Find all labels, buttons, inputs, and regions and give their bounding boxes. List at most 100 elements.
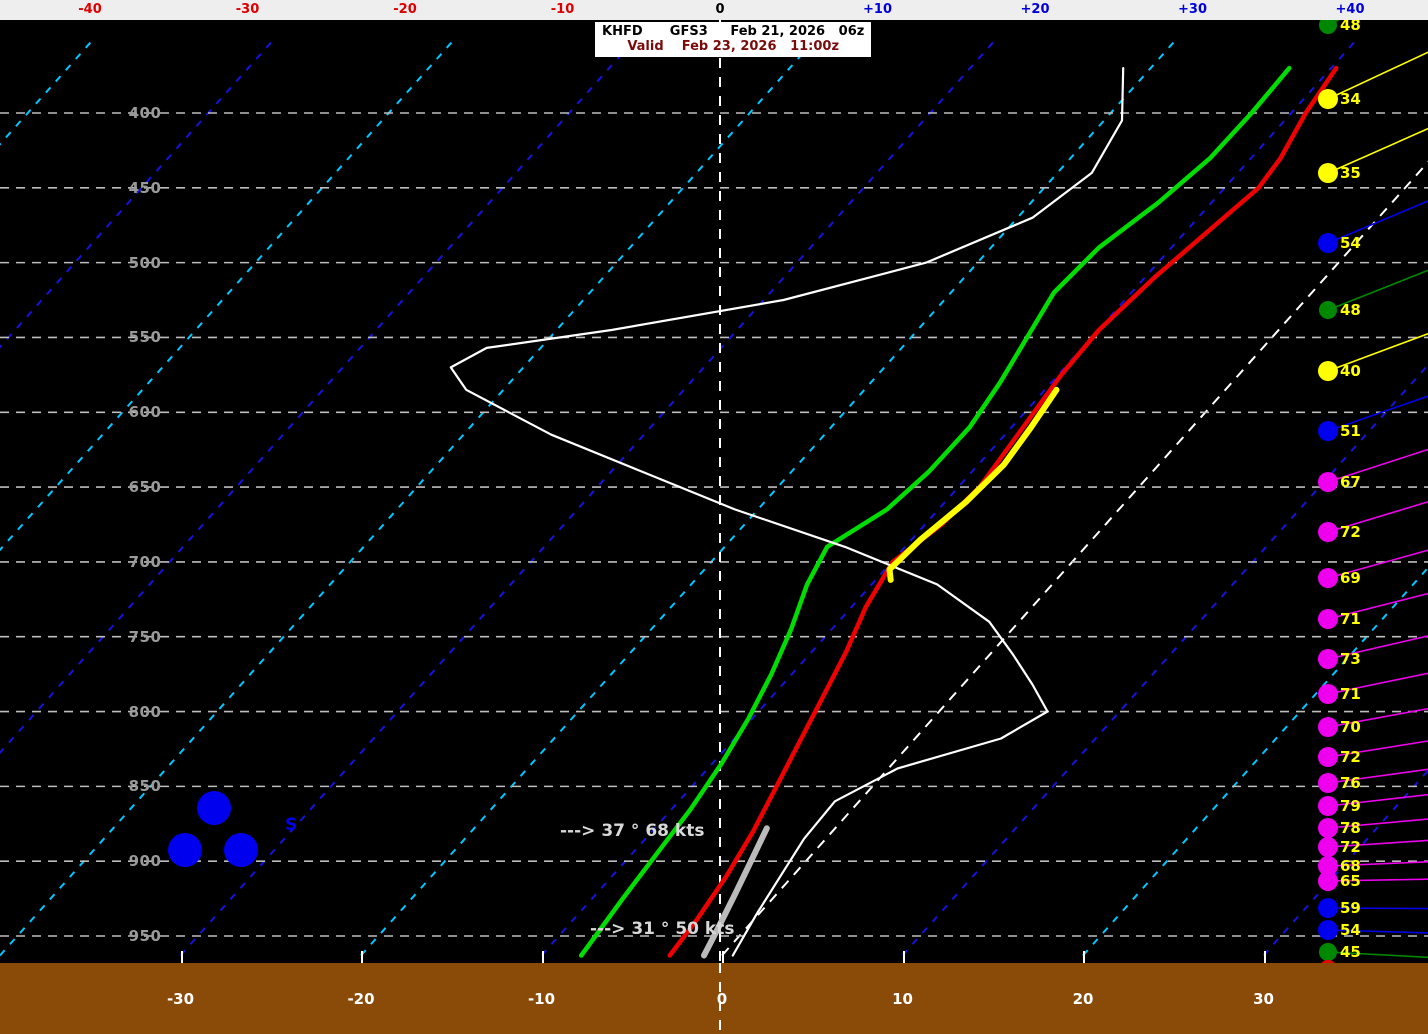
wind-ray-15 xyxy=(1327,768,1428,784)
isotherm-0 xyxy=(721,160,1428,957)
wind-dot-18 xyxy=(1318,837,1338,857)
sounding-curves xyxy=(449,65,1339,959)
bottom-axis-tick-6: 30 xyxy=(1253,990,1274,1008)
wind-ray-11 xyxy=(1327,635,1428,660)
wind-ray-4 xyxy=(1327,269,1428,311)
isotherm--70 xyxy=(0,37,276,349)
wind-dot-12 xyxy=(1318,684,1338,704)
title-box: KHFD GFS3 Feb 21, 2026 06z Valid Feb 23,… xyxy=(595,22,872,57)
wind-speed-label-0: 48 xyxy=(1340,16,1361,34)
bottom-axis-tick-4: 10 xyxy=(892,990,913,1008)
pressure-label-950: 950 xyxy=(128,927,162,945)
wind-speed-label-23: 45 xyxy=(1340,943,1361,961)
cluster-marker-0 xyxy=(197,791,231,825)
wind-ray-3 xyxy=(1327,200,1428,244)
isotherm--20 xyxy=(360,37,1179,957)
title-run-line: KHFD GFS3 Feb 21, 2026 06z xyxy=(602,24,865,39)
wind-ray-7 xyxy=(1327,448,1428,483)
pressure-label-400: 400 xyxy=(128,104,162,122)
wind-speed-label-21: 59 xyxy=(1340,899,1361,917)
wind-speed-label-14: 72 xyxy=(1340,748,1361,766)
wind-speed-label-4: 48 xyxy=(1340,301,1361,319)
wind-dot-21 xyxy=(1318,898,1338,918)
wind-ray-5 xyxy=(1327,332,1428,372)
curve-parcel-descent-trace xyxy=(701,825,770,959)
isotherm--40 xyxy=(0,37,818,957)
wind-speed-label-6: 51 xyxy=(1340,422,1361,440)
wind-dot-17 xyxy=(1318,818,1338,838)
wind-speed-label-2: 35 xyxy=(1340,164,1361,182)
wind-ray-19 xyxy=(1327,861,1428,867)
wind-dot-20 xyxy=(1318,871,1338,891)
wind-dot-8 xyxy=(1318,522,1338,542)
pressure-label-650: 650 xyxy=(128,478,162,497)
wind-speed-label-12: 71 xyxy=(1340,685,1361,703)
bottom-axis-mark-4 xyxy=(902,951,905,963)
wind-dot-10 xyxy=(1318,609,1338,629)
pressure-label-850: 850 xyxy=(128,777,162,796)
top-axis-tick-1: -30 xyxy=(235,2,260,17)
wind-speed-label-19: 68 xyxy=(1340,857,1361,875)
zero-line-ground-extension xyxy=(719,963,721,1034)
pressure-label-600: 600 xyxy=(128,403,162,422)
wind-ray-22 xyxy=(1327,929,1428,934)
isotherm--80 xyxy=(0,37,96,146)
wind-ray-2 xyxy=(1327,127,1428,174)
wind-dot-1 xyxy=(1318,89,1338,109)
wind-speed-label-5: 40 xyxy=(1340,362,1361,380)
pressure-label-700: 700 xyxy=(128,552,162,571)
wind-speed-label-10: 71 xyxy=(1340,610,1361,628)
top-axis-tick-7: +30 xyxy=(1178,2,1207,17)
curve-parcel-trace-moist-layer xyxy=(886,386,1060,583)
wind-speed-label-1: 34 xyxy=(1340,90,1361,108)
curve-dewpoint xyxy=(578,65,1292,958)
wind-ray-1 xyxy=(1327,51,1428,100)
pressure-label-900: 900 xyxy=(128,852,162,871)
top-axis-tick-4: 0 xyxy=(715,2,725,17)
bottom-axis-mark-6 xyxy=(1263,951,1266,963)
cluster-letter-label: S xyxy=(285,815,298,835)
wind-dot-7 xyxy=(1318,472,1338,492)
wind-speed-label-16: 79 xyxy=(1340,797,1361,815)
wind-dot-9 xyxy=(1318,568,1338,588)
bottom-axis-mark-5 xyxy=(1083,951,1085,963)
top-axis-tick-2: -20 xyxy=(393,2,417,17)
wind-ray-10 xyxy=(1327,592,1428,620)
wind-speed-label-17: 78 xyxy=(1340,819,1361,837)
wind-ray-8 xyxy=(1327,500,1428,533)
wind-annotation-1: ---> 31 ° 50 kts xyxy=(590,918,735,939)
wind-dot-5 xyxy=(1318,361,1338,381)
isotherm-20 xyxy=(1082,566,1428,957)
top-axis-tick-6: +20 xyxy=(1020,2,1050,17)
wind-ray-18 xyxy=(1327,839,1428,848)
wind-speed-label-9: 69 xyxy=(1340,569,1361,587)
wind-dot-23 xyxy=(1319,943,1337,961)
wind-speed-label-7: 67 xyxy=(1340,473,1361,491)
curve-wet-bulb-virtual-profile xyxy=(449,66,1125,957)
wind-speed-label-18: 72 xyxy=(1340,838,1361,856)
top-axis-tick-8: +40 xyxy=(1335,2,1365,17)
pressure-label-500: 500 xyxy=(128,253,162,272)
top-temperature-axis: -40 -30 -20 -10 0 +10 +20 +30 +40 xyxy=(0,0,1428,20)
bottom-axis-tick-5: 20 xyxy=(1072,990,1094,1008)
wind-dot-6 xyxy=(1318,421,1338,441)
isobar-gridlines xyxy=(0,112,1428,937)
wind-ray-lines xyxy=(1327,20,1428,959)
wind-ray-23 xyxy=(1327,951,1428,959)
wind-ray-14 xyxy=(1327,740,1428,758)
curve-temperature xyxy=(667,65,1339,958)
wind-annotation-0: ---> 37 ° 68 kts xyxy=(560,821,705,842)
wind-ray-16 xyxy=(1327,793,1428,807)
bottom-axis-mark-0 xyxy=(180,951,183,963)
wind-speed-label-13: 70 xyxy=(1340,718,1361,736)
top-axis-tick-5: +10 xyxy=(863,2,892,17)
plot-area xyxy=(0,20,1428,963)
wind-dot-0 xyxy=(1319,16,1337,34)
wind-speed-label-8: 72 xyxy=(1340,523,1361,541)
plot-svg xyxy=(0,20,1428,963)
ground-band: -30 -20 -10 0 10 20 30 xyxy=(0,951,1428,1034)
wind-dot-2 xyxy=(1318,163,1338,183)
isotherm--60 xyxy=(0,37,457,552)
wind-ray-13 xyxy=(1327,707,1428,728)
